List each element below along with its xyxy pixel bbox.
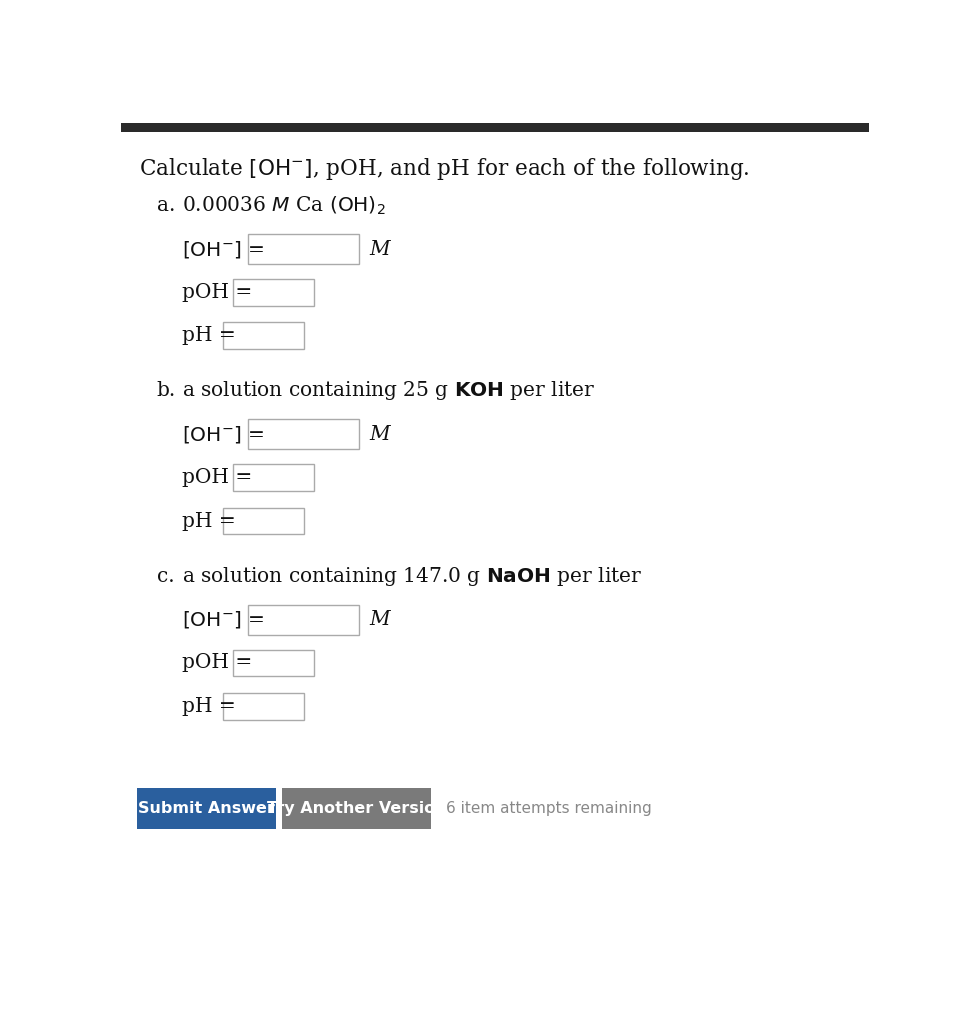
Text: pH =: pH = bbox=[183, 512, 236, 530]
FancyBboxPatch shape bbox=[223, 693, 304, 720]
Text: pH =: pH = bbox=[183, 697, 236, 716]
Text: $[\mathrm{OH}^{-}]$ =: $[\mathrm{OH}^{-}]$ = bbox=[183, 239, 265, 259]
Text: $[\mathrm{OH}^{-}]$ =: $[\mathrm{OH}^{-}]$ = bbox=[183, 424, 265, 444]
Text: Calculate $[\mathrm{OH}^{-}]$, pOH, and pH for each of the following.: Calculate $[\mathrm{OH}^{-}]$, pOH, and … bbox=[139, 156, 750, 182]
Text: pOH =: pOH = bbox=[183, 283, 252, 302]
Text: a.: a. bbox=[156, 197, 175, 215]
Text: 0.00036 $\mathit{M}$ Ca $\mathrm{(OH)_2}$: 0.00036 $\mathit{M}$ Ca $\mathrm{(OH)_2}… bbox=[183, 195, 385, 217]
Text: M: M bbox=[369, 610, 390, 629]
Text: pOH =: pOH = bbox=[183, 653, 252, 673]
FancyBboxPatch shape bbox=[282, 787, 432, 828]
FancyBboxPatch shape bbox=[248, 420, 358, 450]
Text: M: M bbox=[369, 425, 390, 443]
Text: Submit Answer: Submit Answer bbox=[138, 801, 275, 815]
FancyBboxPatch shape bbox=[248, 234, 358, 264]
FancyBboxPatch shape bbox=[223, 323, 304, 349]
Text: b.: b. bbox=[156, 382, 176, 400]
FancyBboxPatch shape bbox=[223, 508, 304, 535]
Text: pOH =: pOH = bbox=[183, 468, 252, 487]
FancyBboxPatch shape bbox=[233, 464, 314, 492]
Text: 6 item attempts remaining: 6 item attempts remaining bbox=[446, 801, 652, 815]
Text: $[\mathrm{OH}^{-}]$ =: $[\mathrm{OH}^{-}]$ = bbox=[183, 609, 265, 630]
Text: c.: c. bbox=[156, 566, 174, 586]
FancyBboxPatch shape bbox=[121, 123, 869, 132]
Text: a solution containing 25 g $\bf{KOH}$ per liter: a solution containing 25 g $\bf{KOH}$ pe… bbox=[183, 380, 596, 402]
Text: M: M bbox=[369, 240, 390, 258]
FancyBboxPatch shape bbox=[233, 649, 314, 677]
Text: pH =: pH = bbox=[183, 327, 236, 345]
FancyBboxPatch shape bbox=[248, 604, 358, 635]
FancyBboxPatch shape bbox=[233, 279, 314, 306]
Text: a solution containing 147.0 g $\bf{NaOH}$ per liter: a solution containing 147.0 g $\bf{NaOH}… bbox=[183, 565, 642, 588]
Text: Try Another Version: Try Another Version bbox=[267, 801, 446, 815]
FancyBboxPatch shape bbox=[137, 787, 275, 828]
